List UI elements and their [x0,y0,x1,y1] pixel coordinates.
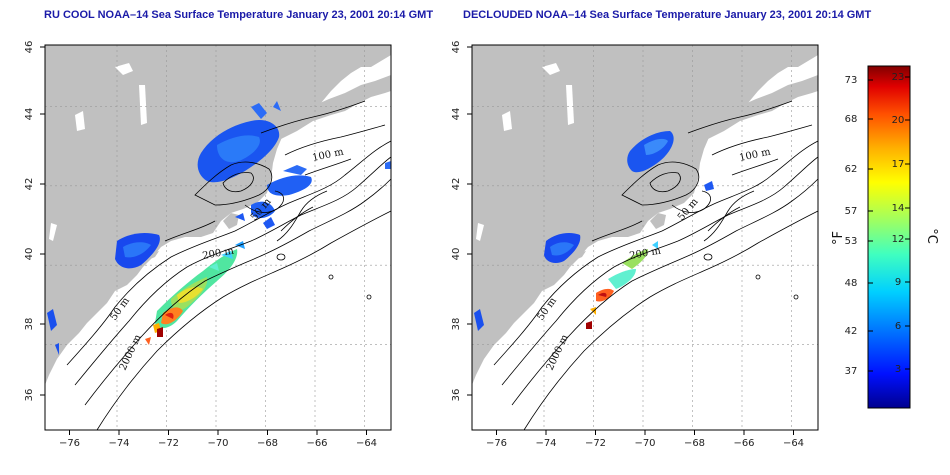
celsius-tick: 17 [892,159,905,170]
x-tick-label: −68 [257,438,278,449]
x-tick-label: −74 [108,438,129,449]
fahrenheit-tick: 37 [845,366,858,377]
y-tick-label: 38 [451,318,462,331]
y-tick-label: 40 [451,248,462,261]
y-tick-label: 36 [451,389,462,402]
x-tick-label: −70 [207,438,228,449]
x-tick-label: −64 [783,438,804,449]
fahrenheit-tick: 48 [845,278,858,289]
x-tick-label: −68 [684,438,705,449]
x-tick-label: −74 [535,438,556,449]
celsius-tick: 12 [892,234,905,245]
celsius-tick: 3 [895,364,901,375]
y-tick-label: 40 [24,248,35,261]
x-tick-label: −64 [356,438,377,449]
x-tick-label: −70 [634,438,655,449]
x-tick-label: −66 [306,438,327,449]
left-x-axis-labels: −76 −74 −72 −70 −68 −66 −64 [59,438,377,449]
y-tick-label: 36 [24,389,35,402]
x-tick-label: −72 [158,438,179,449]
y-tick-label: 44 [451,108,462,121]
right-map-panel: 100 m 50 m 200 m 50 m 2000 m [467,44,819,435]
x-tick-label: −66 [733,438,754,449]
x-tick-label: −76 [486,438,507,449]
fahrenheit-tick: 73 [845,75,858,86]
left-y-axis-labels: 36 38 40 42 44 46 [24,41,35,402]
y-tick-label: 46 [24,41,35,54]
right-map-title: DECLOUDED NOAA–14 Sea Surface Temperatur… [463,9,872,21]
fahrenheit-tick: 53 [845,236,858,247]
y-tick-label: 38 [24,318,35,331]
sst-overlay-raw [47,101,391,355]
celsius-unit-label: °C [924,228,939,244]
y-tick-label: 46 [451,41,462,54]
right-x-axis-labels: −76 −74 −72 −70 −68 −66 −64 [486,438,804,449]
sst-overlay-declouded [474,131,714,331]
y-tick-label: 42 [451,178,462,191]
celsius-tick: 20 [892,115,905,126]
left-map-title: RU COOL NOAA–14 Sea Surface Temperature … [44,9,434,21]
x-tick-label: −76 [59,438,80,449]
fahrenheit-tick: 62 [845,164,858,175]
celsius-tick: 9 [895,277,901,288]
y-tick-label: 42 [24,178,35,191]
fahrenheit-tick: 68 [845,114,858,125]
right-y-axis-labels: 36 38 40 42 44 46 [451,41,462,402]
celsius-tick: 14 [892,203,905,214]
fahrenheit-tick: 57 [845,206,858,217]
y-tick-label: 44 [24,108,35,121]
fahrenheit-tick: 42 [845,326,858,337]
celsius-tick: 23 [892,72,905,83]
fahrenheit-unit-label: °F [831,231,846,245]
x-tick-label: −72 [585,438,606,449]
celsius-tick: 6 [895,321,901,332]
left-map-panel: 100 m 50 m 200 m 50 m 2000 m [40,44,392,435]
temperature-colorbar: 73 68 62 57 53 48 42 37 23 20 17 14 12 9… [831,65,939,409]
